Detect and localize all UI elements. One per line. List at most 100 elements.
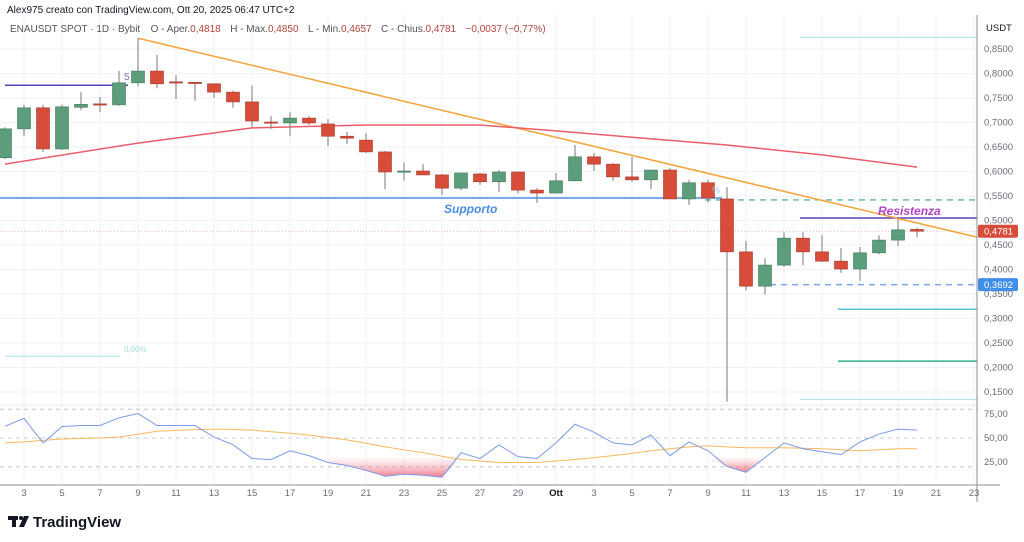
- candle-down: [378, 151, 392, 173]
- time-tick-label: 11: [741, 488, 751, 499]
- time-tick-label: 9: [135, 488, 140, 499]
- candle-up: [549, 180, 563, 194]
- candle-up: [568, 156, 582, 182]
- candle-down: [473, 173, 487, 183]
- rsi-oversold-fill: [328, 457, 499, 478]
- last-price-tag: 0,4781: [978, 224, 1018, 238]
- candle-up: [891, 229, 905, 241]
- candle-up: [492, 171, 506, 183]
- time-tick-label: 13: [779, 488, 790, 499]
- rsi-tick-label: 50,00: [984, 433, 1008, 444]
- rsi-panel[interactable]: [0, 408, 977, 478]
- price-tick-label: 0,5000: [984, 216, 1013, 227]
- candle-down: [188, 82, 202, 84]
- price-axis[interactable]: 0,8500 0,8000 0,7500 0,7000 0,6500 0,6000 0,55…: [984, 44, 1013, 468]
- candle-down: [511, 171, 525, 191]
- time-tick-label: 11: [171, 488, 181, 499]
- candle-up: [777, 237, 791, 266]
- time-axis[interactable]: 3 5 7 9 11 13 15 17 19 21 23 25 27 29 Ott 3 5 7 9 11 13 15 17 1…: [21, 488, 979, 499]
- time-tick-label: 3: [591, 488, 596, 499]
- time-tick-label: 21: [931, 488, 942, 499]
- time-tick-label: 7: [97, 488, 102, 499]
- candle-down: [36, 107, 50, 150]
- price-tick-label: 0,6500: [984, 142, 1013, 153]
- candle-up: [872, 239, 886, 254]
- low-label: L - Min.: [308, 24, 341, 35]
- candle-down: [834, 260, 848, 270]
- candle-down: [720, 198, 734, 253]
- price-tick-label: 0,8000: [984, 69, 1013, 80]
- candle-down: [530, 189, 544, 194]
- candles: [0, 38, 924, 402]
- candle-down: [796, 237, 810, 253]
- candle-up: [397, 170, 411, 173]
- candle-up: [131, 70, 145, 84]
- candle-up: [74, 104, 88, 108]
- time-tick-label: 17: [855, 488, 866, 499]
- candle-down: [340, 135, 354, 139]
- time-tick-label: 23: [399, 488, 410, 499]
- candle-up: [17, 107, 31, 130]
- time-tick-label: 15: [817, 488, 828, 499]
- high-value: 0,4850: [268, 24, 299, 35]
- candle-up: [0, 128, 12, 159]
- price-tick-label: 0,4500: [984, 240, 1013, 251]
- low-value: 0,4657: [341, 24, 372, 35]
- candle-down: [701, 182, 715, 199]
- time-tick-label: 19: [323, 488, 334, 499]
- high-label: H - Max.: [230, 24, 268, 35]
- rsi-ma-line: [4, 428, 917, 463]
- candle-down: [435, 174, 449, 189]
- fib-label-left: 5: [124, 72, 130, 83]
- author-line: Alex975 creato con TradingView.com, Ott …: [7, 5, 295, 16]
- time-tick-label: 7: [667, 488, 672, 499]
- candle-down: [321, 123, 335, 137]
- time-tick-label: 21: [361, 488, 372, 499]
- open-label: O - Aper.: [151, 24, 190, 35]
- candle-down: [587, 156, 601, 165]
- candle-up: [454, 172, 468, 189]
- tradingview-logo[interactable]: TradingView: [8, 514, 121, 531]
- time-tick-label: 5: [59, 488, 64, 499]
- trendline[interactable]: [137, 37, 978, 238]
- grid: [0, 15, 977, 485]
- candle-down: [625, 176, 639, 181]
- time-tick-label: 29: [513, 488, 524, 499]
- time-tick-label: 15: [247, 488, 258, 499]
- time-tick-label: 27: [475, 488, 486, 499]
- candle-up: [112, 82, 126, 106]
- price-tick-label: 0,8500: [984, 44, 1013, 55]
- drawings[interactable]: [0, 36, 978, 400]
- rsi-line: [4, 412, 918, 478]
- price-tick-label: 0,4000: [984, 265, 1013, 276]
- resistance-label[interactable]: Resistenza: [878, 204, 941, 218]
- symbol-info[interactable]: ENAUSDT SPOT · 1D · Bybit: [10, 24, 140, 35]
- time-tick-label: Ott: [549, 488, 564, 499]
- moving-average-line: [4, 124, 918, 168]
- candle-down: [207, 83, 221, 93]
- rsi-tick-label: 25,00: [984, 457, 1008, 468]
- candle-up: [758, 264, 772, 287]
- support-label[interactable]: Supporto: [444, 202, 497, 216]
- last-price-label: 0,4781: [984, 227, 1013, 238]
- time-tick-label: 3: [21, 488, 26, 499]
- candle-down: [302, 117, 316, 124]
- price-tick-label: 0,7000: [984, 118, 1013, 129]
- candle-down: [359, 139, 373, 153]
- candle-down: [169, 81, 183, 84]
- time-tick-label: 19: [893, 488, 904, 499]
- price-tick-label: 0,5500: [984, 191, 1013, 202]
- time-tick-label: 13: [209, 488, 220, 499]
- fib-zero-label: 0,00%: [124, 345, 147, 354]
- price-tick-label: 0,1500: [984, 387, 1013, 398]
- open-value: 0,4818: [190, 24, 221, 35]
- candle-up: [283, 117, 297, 124]
- candle-down: [150, 70, 164, 85]
- time-tick-label: 17: [285, 488, 296, 499]
- marker-price-label: 0,3692: [984, 280, 1013, 291]
- candle-up: [644, 169, 658, 181]
- candle-down: [264, 121, 278, 124]
- candle-up: [853, 252, 867, 270]
